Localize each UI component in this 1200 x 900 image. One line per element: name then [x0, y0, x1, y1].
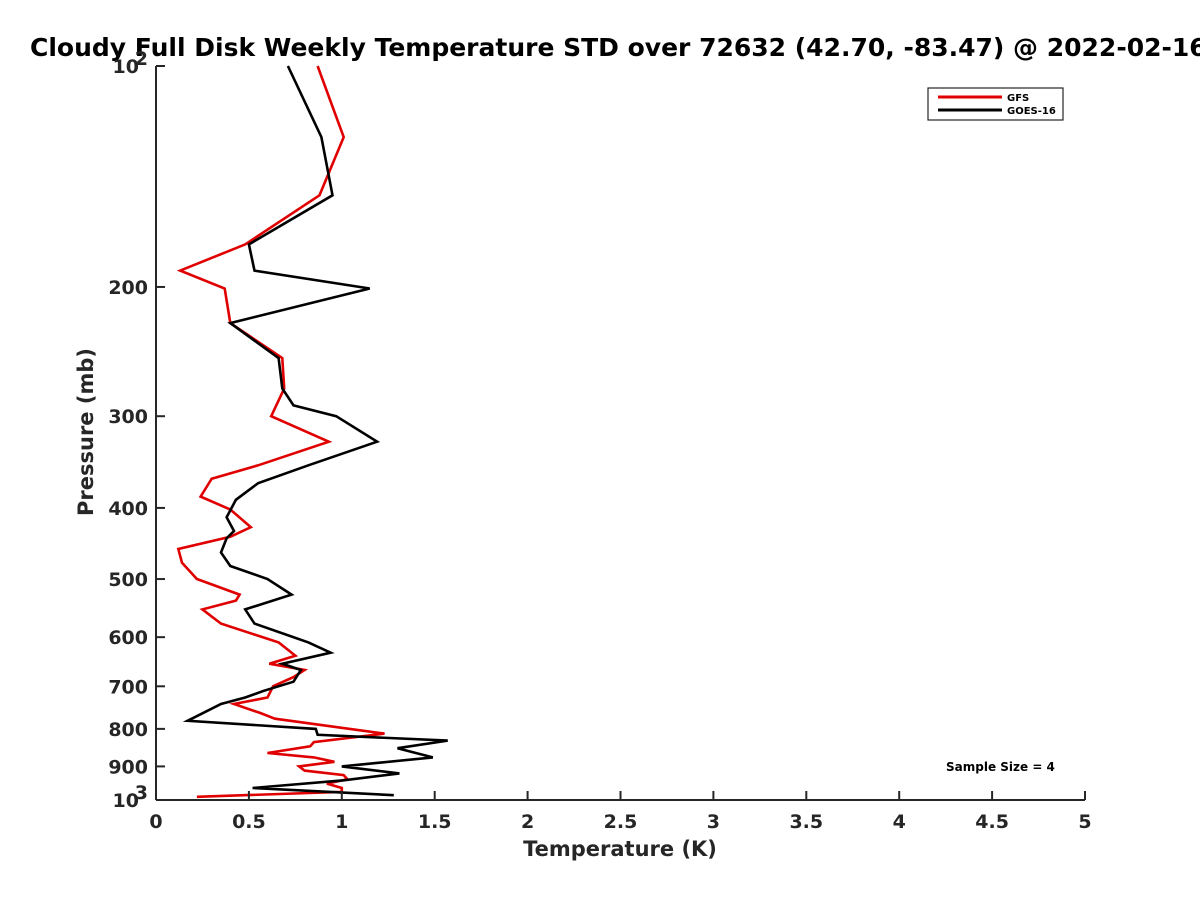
x-tick-label: 4.5 [975, 811, 1009, 833]
y-tick-label: 700 [108, 676, 148, 698]
axes-layer: 0 0.5 1 1.5 2 2.5 3 3.5 4 4.5 51022003004005006007… [108, 48, 1091, 833]
y-tick-label: 600 [108, 627, 148, 649]
y-tick-exponent: 3 [135, 782, 148, 804]
y-tick-exponent: 2 [135, 48, 148, 70]
x-tick-label: 5 [1078, 811, 1091, 833]
y-tick-label: 10 [113, 790, 139, 812]
x-axis-label: Temperature (K) [523, 837, 717, 861]
x-tick-label: 1.5 [418, 811, 452, 833]
y-tick-label: 300 [108, 406, 148, 428]
x-tick-label: 3 [707, 811, 720, 833]
series-line-goes16 [182, 65, 448, 797]
chart-title: Cloudy Full Disk Weekly Temperature STD … [30, 33, 1200, 62]
y-tick-label: 800 [108, 719, 148, 741]
legend: GFS GOES-16 [927, 87, 1064, 121]
x-tick-label: 2 [521, 811, 534, 833]
x-tick-label: 2.5 [604, 811, 638, 833]
legend-label-gfs: GFS [1007, 93, 1029, 104]
x-tick-label: 1 [335, 811, 348, 833]
series-layer [176, 65, 448, 799]
sample-size-annotation: Sample Size = 4 [946, 760, 1055, 774]
x-tick-label: 3.5 [789, 811, 823, 833]
x-tick-label: 0 [149, 811, 162, 833]
y-tick-label: 400 [108, 498, 148, 520]
y-tick-label: 200 [108, 277, 148, 299]
x-tick-label: 0.5 [232, 811, 266, 833]
y-tick-label: 900 [108, 756, 148, 778]
y-tick-label: 500 [108, 569, 148, 591]
x-tick-label: 4 [893, 811, 906, 833]
y-tick-label: 10 [113, 56, 139, 78]
series-line-gfs [176, 65, 385, 799]
legend-box [927, 87, 1064, 121]
y-axis-label: Pressure (mb) [74, 348, 98, 516]
legend-label-goes16: GOES-16 [1007, 106, 1056, 117]
